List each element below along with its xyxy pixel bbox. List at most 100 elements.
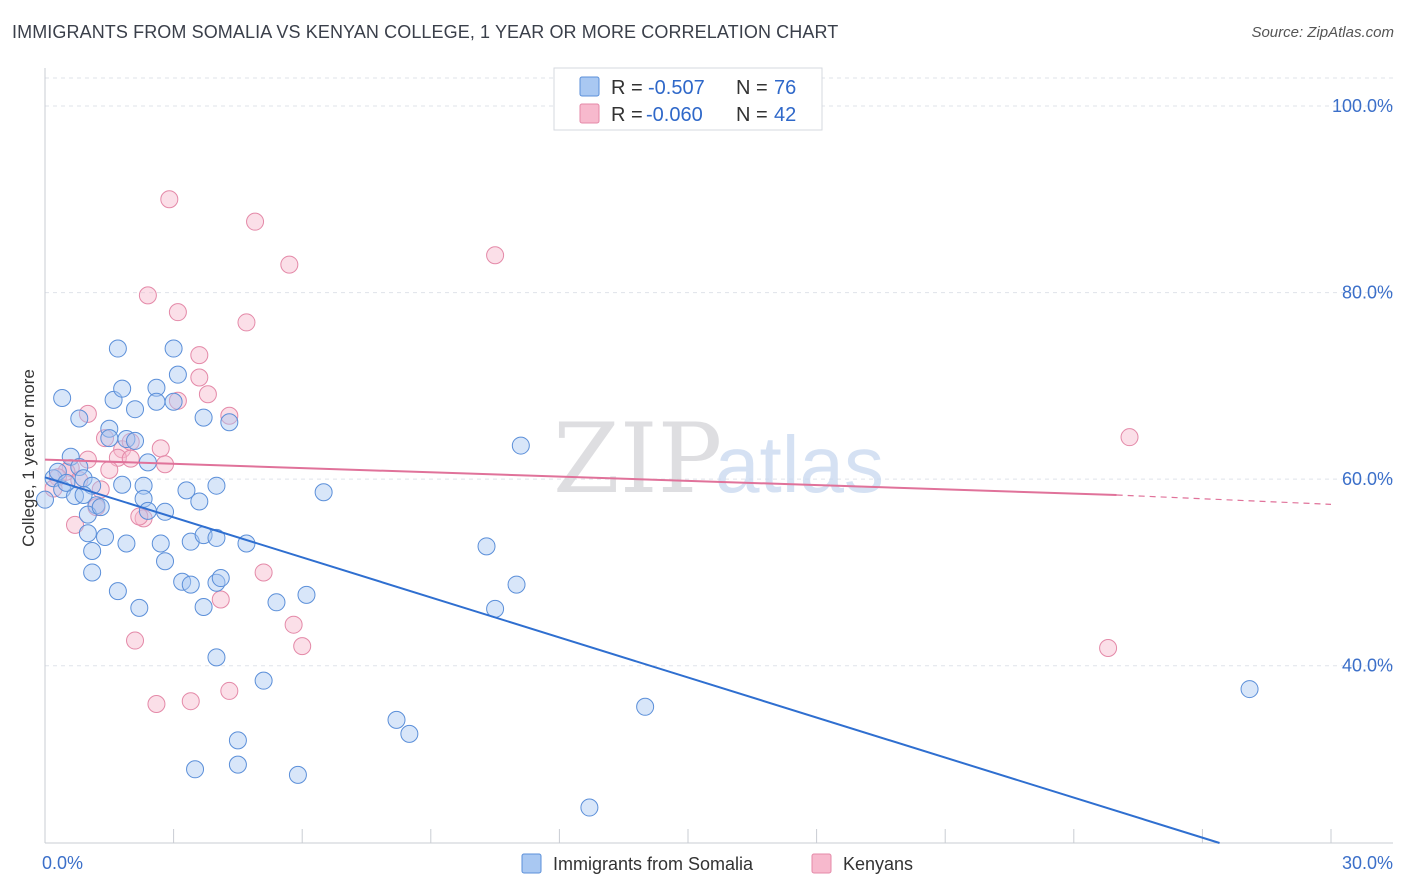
kenyan-point-1 bbox=[246, 212, 265, 231]
bottom-legend-label-kenyan: Kenyans bbox=[843, 854, 913, 874]
somalia-point-13 bbox=[100, 419, 119, 438]
somalia-point-57 bbox=[477, 537, 496, 556]
kenyan-trend-extension bbox=[1116, 494, 1332, 505]
kenyan-point-7 bbox=[190, 346, 209, 365]
somalia-point-73 bbox=[57, 473, 76, 492]
y-tick-label-2: 60.0% bbox=[1342, 469, 1393, 489]
chart-title: IMMIGRANTS FROM SOMALIA VS KENYAN COLLEG… bbox=[12, 22, 839, 42]
kenyan-point-11 bbox=[220, 406, 239, 425]
bottom-legend-label-somalia: Immigrants from Somalia bbox=[553, 854, 754, 874]
somalia-point-53 bbox=[130, 598, 149, 617]
somalia-point-2 bbox=[36, 490, 54, 509]
legend-r-label-kenyan: R = bbox=[611, 104, 643, 126]
kenyan-point-32 bbox=[220, 681, 239, 700]
somalia-point-55 bbox=[267, 593, 286, 612]
legend-r-label-somalia: R = bbox=[611, 77, 643, 99]
somalia-point-71 bbox=[580, 798, 599, 817]
kenyan-point-9 bbox=[198, 385, 217, 404]
somalia-point-75 bbox=[91, 498, 110, 517]
kenyan-point-2 bbox=[280, 255, 299, 274]
somalia-point-49 bbox=[181, 575, 200, 594]
somalia-point-42 bbox=[207, 528, 226, 547]
y-tick-label-3: 40.0% bbox=[1342, 656, 1393, 676]
somalia-point-54 bbox=[194, 597, 213, 616]
somalia-point-64 bbox=[400, 724, 419, 743]
somalia-point-32 bbox=[207, 476, 226, 495]
somalia-point-28 bbox=[113, 475, 132, 494]
somalia-point-29 bbox=[134, 476, 153, 495]
grid-lines bbox=[45, 77, 1393, 667]
somalia-point-21 bbox=[147, 392, 166, 411]
legend-n-value-kenyan: 42 bbox=[774, 104, 796, 126]
kenyan-point-36 bbox=[1099, 639, 1118, 658]
legend-r-value-kenyan: -0.060 bbox=[646, 104, 703, 126]
somalia-point-36 bbox=[78, 524, 97, 543]
kenyan-point-39 bbox=[100, 460, 119, 479]
bottom-legend-swatch-kenyan bbox=[811, 853, 832, 874]
bottom-legend-swatch-somalia bbox=[521, 853, 542, 874]
somalia-point-22 bbox=[164, 392, 183, 411]
somalia-point-45 bbox=[83, 541, 102, 560]
x-tick-label-1: 30.0% bbox=[1342, 853, 1393, 873]
kenyan-point-8 bbox=[190, 368, 209, 387]
kenyan-point-25 bbox=[66, 515, 85, 534]
watermark-atlas: atlas bbox=[715, 420, 884, 509]
somalia-point-19 bbox=[126, 400, 145, 419]
somalia-point-60 bbox=[511, 436, 530, 455]
kenyan-point-4 bbox=[138, 286, 157, 305]
y-tick-label-0: 100.0% bbox=[1332, 96, 1393, 116]
trend-lines bbox=[44, 458, 1332, 844]
correlation-legend: R = -0.507 N = 76 R = -0.060 N = 42 bbox=[553, 67, 823, 131]
watermark: ZIP atlas bbox=[553, 403, 884, 515]
kenyan-point-34 bbox=[181, 692, 200, 711]
kenyan-point-35 bbox=[1120, 428, 1139, 447]
somalia-trend-line bbox=[44, 476, 1220, 844]
legend-r-value-somalia: -0.507 bbox=[648, 77, 705, 99]
legend-n-label-somalia: N = bbox=[736, 77, 768, 99]
kenyan-point-0 bbox=[160, 190, 179, 209]
somalia-point-11 bbox=[70, 409, 89, 428]
somalia-point-65 bbox=[228, 731, 247, 750]
somalia-point-30 bbox=[177, 481, 196, 500]
somalia-point-51 bbox=[211, 569, 230, 588]
somalia-point-61 bbox=[207, 648, 226, 667]
somalia-point-68 bbox=[288, 765, 307, 784]
somalia-point-17 bbox=[113, 379, 132, 398]
kenyan-point-3 bbox=[486, 246, 505, 265]
somalia-point-4 bbox=[70, 458, 89, 477]
kenyan-point-13 bbox=[96, 429, 115, 448]
somalia-point-52 bbox=[108, 582, 127, 601]
kenyan-point-31 bbox=[126, 631, 145, 650]
kenyan-point-40 bbox=[121, 449, 140, 468]
series-legend: Immigrants from Somalia Kenyans bbox=[521, 853, 913, 874]
source-label: Source: ZipAtlas.com bbox=[1251, 24, 1394, 41]
kenyan-point-27 bbox=[254, 563, 273, 582]
somalia-point-31 bbox=[190, 492, 209, 511]
tick-labels: 100.0% 80.0% 60.0% 40.0% 0.0% 30.0% bbox=[42, 96, 1393, 873]
somalia-point-62 bbox=[254, 671, 273, 690]
kenyan-point-5 bbox=[168, 303, 187, 322]
axes bbox=[44, 68, 1393, 844]
kenyan-point-29 bbox=[284, 615, 303, 634]
somalia-point-66 bbox=[228, 755, 247, 774]
x-tick-label-0: 0.0% bbox=[42, 853, 83, 873]
legend-swatch-somalia bbox=[579, 76, 600, 97]
somalia-point-20 bbox=[147, 378, 166, 397]
somalia-point-47 bbox=[156, 552, 175, 571]
watermark-zip: ZIP bbox=[553, 403, 722, 515]
somalia-point-58 bbox=[507, 575, 526, 594]
legend-n-label-kenyan: N = bbox=[736, 104, 768, 126]
somalia-point-10 bbox=[53, 388, 72, 407]
somalia-point-26 bbox=[220, 413, 239, 432]
somalia-point-23 bbox=[164, 339, 183, 358]
kenyan-trend-line bbox=[44, 458, 1117, 497]
somalia-point-46 bbox=[83, 563, 102, 582]
somalia-point-18 bbox=[108, 339, 127, 358]
legend-n-value-somalia: 76 bbox=[774, 77, 796, 99]
kenyan-point-12 bbox=[78, 404, 97, 423]
y-tick-label-1: 80.0% bbox=[1342, 283, 1393, 303]
somalia-points bbox=[36, 339, 1259, 817]
kenyan-point-30 bbox=[293, 637, 312, 656]
somalia-point-35 bbox=[138, 501, 157, 520]
